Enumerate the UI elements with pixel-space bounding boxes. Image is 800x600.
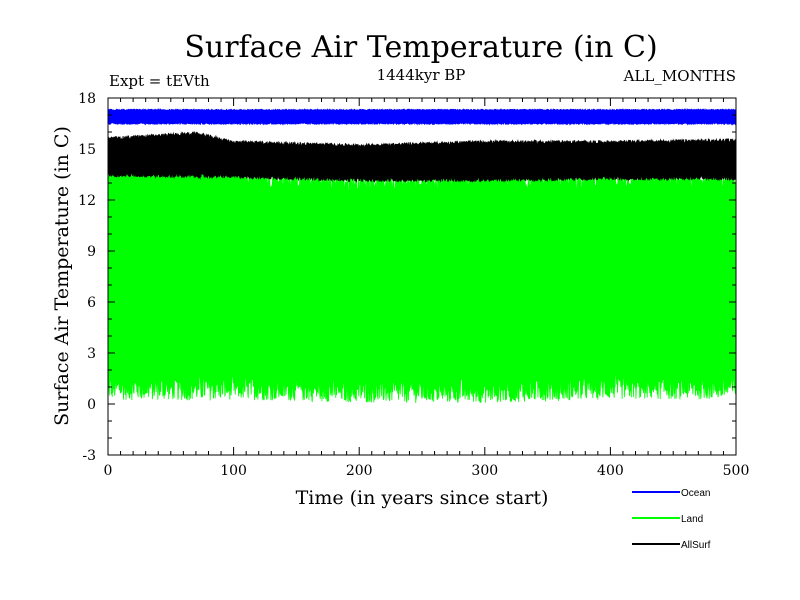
x-axis-label: Time (in years since start) <box>296 487 549 509</box>
x-tick-label: 500 <box>723 463 750 479</box>
x-tick-label: 300 <box>471 463 498 479</box>
x-tick-label: 400 <box>597 463 624 479</box>
chart-title: Surface Air Temperature (in C) <box>184 30 657 65</box>
x-tick-label: 0 <box>104 463 113 479</box>
y-tick-label: 18 <box>78 91 96 107</box>
y-axis: -3 0 3 6 9 12 15 18 <box>78 91 736 464</box>
legend-label-ocean: Ocean <box>681 488 710 499</box>
y-tick-label: 0 <box>87 397 96 413</box>
x-tick-label: 200 <box>346 463 373 479</box>
months-label: ALL_MONTHS <box>623 67 736 85</box>
chart-subtitle: 1444kyr BP <box>377 66 466 84</box>
legend: Ocean Land AllSurf <box>632 488 711 551</box>
series-layer <box>107 108 737 404</box>
y-tick-label: -3 <box>82 448 96 464</box>
legend-label-land: Land <box>681 514 703 525</box>
y-axis-label: Surface Air Temperature (in C) <box>51 126 73 426</box>
series-ocean <box>107 108 737 126</box>
y-tick-label: 12 <box>78 193 96 209</box>
series-land <box>107 147 737 404</box>
x-tick-label: 100 <box>220 463 247 479</box>
experiment-label: Expt = tEVth <box>109 72 210 90</box>
y-tick-label: 6 <box>87 295 96 311</box>
y-tick-label: 3 <box>87 346 96 362</box>
legend-label-allsurf: AllSurf <box>681 540 711 551</box>
y-tick-label: 9 <box>87 244 96 260</box>
y-tick-label: 15 <box>78 142 96 158</box>
x-axis: 0 100 200 300 400 500 <box>104 98 750 479</box>
